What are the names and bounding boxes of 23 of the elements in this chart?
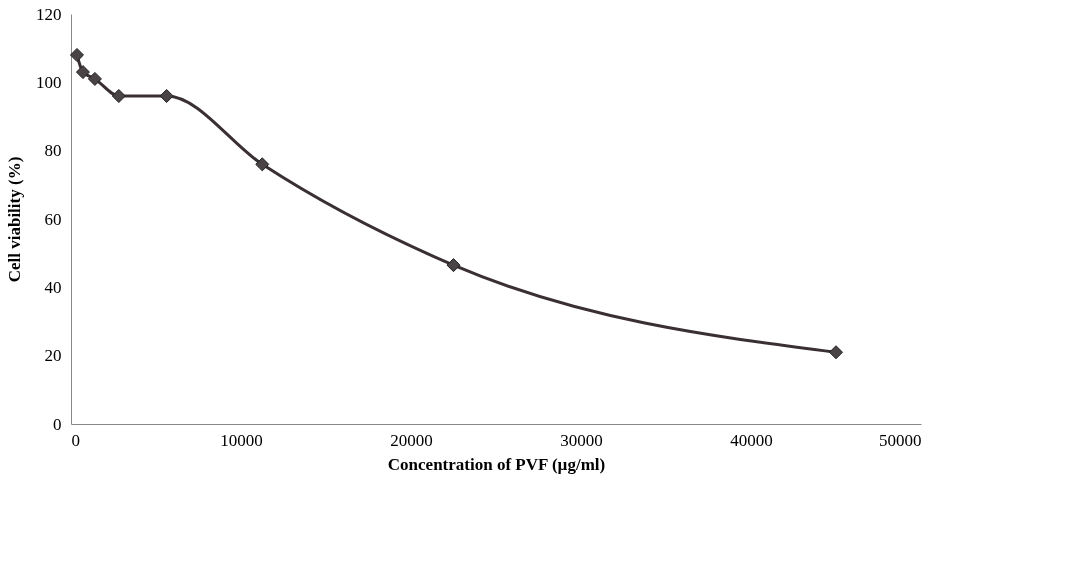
x-tick-label: 10000 bbox=[220, 430, 263, 450]
x-tick-label: 40000 bbox=[730, 430, 773, 450]
point bbox=[828, 345, 844, 360]
y-tick-label: 100 bbox=[36, 72, 62, 92]
x-tick-label: 30000 bbox=[560, 430, 603, 450]
y-tick-label: 20 bbox=[44, 346, 62, 366]
y-tick-label: 120 bbox=[36, 4, 62, 24]
point bbox=[446, 258, 461, 273]
point bbox=[111, 88, 126, 104]
point bbox=[255, 157, 270, 172]
x-tick-label: 50000 bbox=[879, 430, 922, 450]
x-tick-label: 20000 bbox=[390, 430, 433, 450]
point bbox=[87, 71, 102, 86]
point bbox=[69, 47, 84, 63]
y-tick-label: 80 bbox=[44, 141, 62, 161]
y-tick-label: 0 bbox=[53, 414, 62, 434]
y-tick-label: 60 bbox=[44, 209, 62, 229]
x-tick-label: 0 bbox=[71, 430, 80, 450]
point bbox=[159, 88, 174, 104]
x-axis-title: Concentration of PVF (µg/ml) bbox=[387, 454, 606, 474]
y-tick-label: 40 bbox=[44, 277, 62, 297]
y-axis-title: Cell viability (%) bbox=[5, 156, 24, 283]
point bbox=[75, 65, 90, 80]
